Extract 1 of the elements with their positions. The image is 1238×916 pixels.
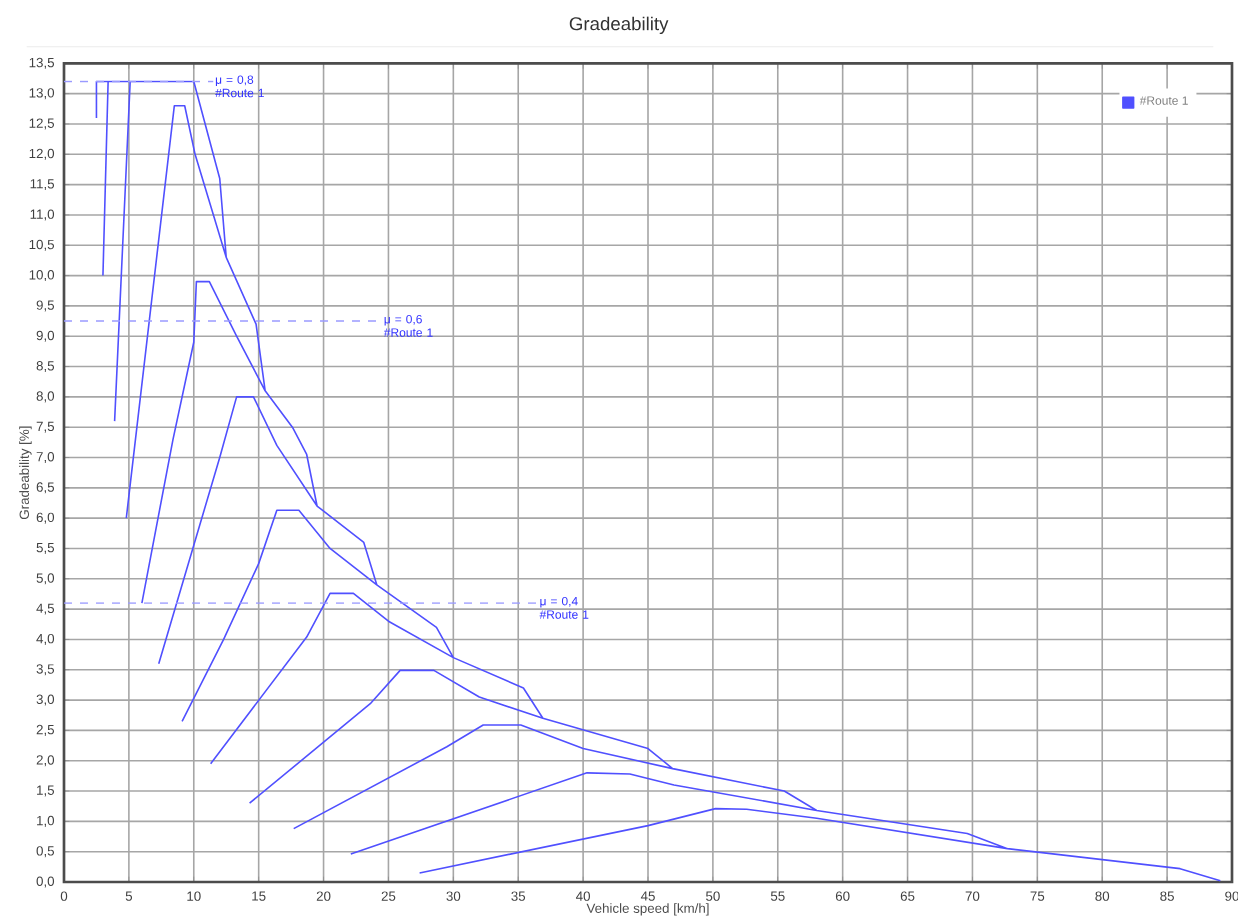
chart-title: Gradeability [569, 16, 669, 35]
